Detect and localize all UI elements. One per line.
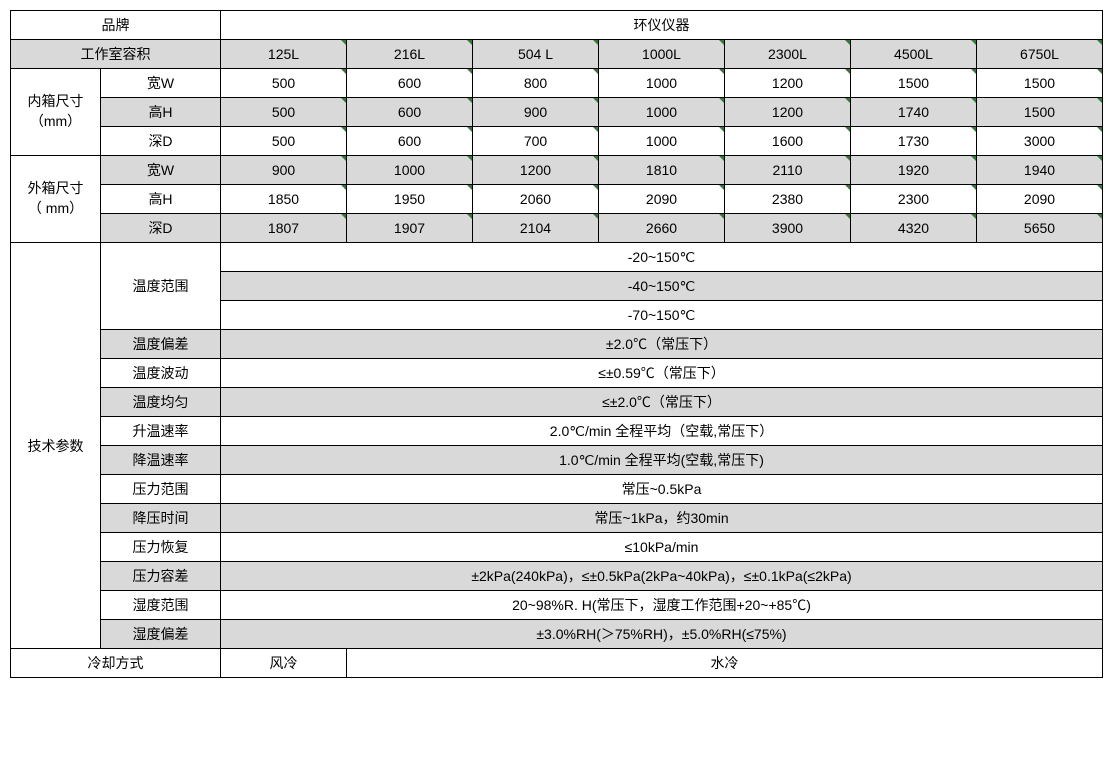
table-cell: 1000 [599, 69, 725, 98]
volume-cell: 216L [347, 40, 473, 69]
volume-cell: 6750L [977, 40, 1103, 69]
spec-row-value: 常压~0.5kPa [221, 475, 1103, 504]
volume-cell: 125L [221, 40, 347, 69]
temp-range-value: -70~150℃ [221, 301, 1103, 330]
table-cell: 1810 [599, 156, 725, 185]
table-cell: 1500 [977, 69, 1103, 98]
spec-row-label: 压力容差 [101, 562, 221, 591]
inner-dim-label: 宽W [101, 69, 221, 98]
table-cell: 1600 [725, 127, 851, 156]
table-cell: 1500 [851, 69, 977, 98]
outer-group-label: 外箱尺寸（ mm） [11, 156, 101, 243]
table-cell: 1000 [599, 98, 725, 127]
outer-dim-label: 深D [101, 214, 221, 243]
spec-row-value: 2.0℃/min 全程平均（空载,常压下） [221, 417, 1103, 446]
spec-row-value: ≤10kPa/min [221, 533, 1103, 562]
table-cell: 500 [221, 98, 347, 127]
table-cell: 1850 [221, 185, 347, 214]
table-cell: 1000 [347, 156, 473, 185]
table-cell: 1920 [851, 156, 977, 185]
table-cell: 1200 [725, 98, 851, 127]
table-cell: 2110 [725, 156, 851, 185]
spec-row-value: ≤±0.59℃（常压下） [221, 359, 1103, 388]
brand-value: 环仪仪器 [221, 11, 1103, 40]
spec-row-value: ±2.0℃（常压下） [221, 330, 1103, 359]
table-cell: 1200 [473, 156, 599, 185]
temp-range-label: 温度范围 [101, 243, 221, 330]
table-cell: 1950 [347, 185, 473, 214]
table-cell: 2660 [599, 214, 725, 243]
spec-row-value: ±2kPa(240kPa)，≤±0.5kPa(2kPa~40kPa)，≤±0.1… [221, 562, 1103, 591]
inner-group-label: 内箱尺寸（mm） [11, 69, 101, 156]
volume-label: 工作室容积 [11, 40, 221, 69]
table-cell: 500 [221, 69, 347, 98]
table-cell: 1740 [851, 98, 977, 127]
spec-row-label: 湿度范围 [101, 591, 221, 620]
inner-dim-label: 深D [101, 127, 221, 156]
outer-dim-label: 宽W [101, 156, 221, 185]
cooling-val1: 风冷 [221, 649, 347, 678]
table-cell: 600 [347, 127, 473, 156]
brand-label: 品牌 [11, 11, 221, 40]
table-cell: 900 [221, 156, 347, 185]
volume-cell: 4500L [851, 40, 977, 69]
volume-cell: 1000L [599, 40, 725, 69]
inner-dim-label: 高H [101, 98, 221, 127]
table-cell: 500 [221, 127, 347, 156]
table-cell: 700 [473, 127, 599, 156]
spec-row-value: 1.0℃/min 全程平均(空载,常压下) [221, 446, 1103, 475]
table-cell: 1730 [851, 127, 977, 156]
table-cell: 4320 [851, 214, 977, 243]
spec-row-label: 湿度偏差 [101, 620, 221, 649]
spec-row-label: 温度波动 [101, 359, 221, 388]
outer-dim-label: 高H [101, 185, 221, 214]
cooling-val2: 水冷 [347, 649, 1103, 678]
table-cell: 2090 [599, 185, 725, 214]
volume-cell: 504 L [473, 40, 599, 69]
specs-group-label: 技术参数 [11, 243, 101, 649]
table-cell: 2300 [851, 185, 977, 214]
spec-row-label: 降温速率 [101, 446, 221, 475]
table-cell: 1000 [599, 127, 725, 156]
spec-row-value: 20~98%R. H(常压下，湿度工作范围+20~+85℃) [221, 591, 1103, 620]
volume-cell: 2300L [725, 40, 851, 69]
spec-row-label: 压力恢复 [101, 533, 221, 562]
cooling-label: 冷却方式 [11, 649, 221, 678]
table-cell: 800 [473, 69, 599, 98]
spec-row-label: 降压时间 [101, 504, 221, 533]
spec-row-value: 常压~1kPa，约30min [221, 504, 1103, 533]
spec-row-value: ≤±2.0℃（常压下） [221, 388, 1103, 417]
table-cell: 600 [347, 98, 473, 127]
table-cell: 3000 [977, 127, 1103, 156]
table-cell: 2104 [473, 214, 599, 243]
table-cell: 1500 [977, 98, 1103, 127]
spec-row-value: ±3.0%RH(＞75%RH)，±5.0%RH(≤75%) [221, 620, 1103, 649]
spec-row-label: 温度均匀 [101, 388, 221, 417]
temp-range-value: -40~150℃ [221, 272, 1103, 301]
table-cell: 1807 [221, 214, 347, 243]
table-cell: 600 [347, 69, 473, 98]
table-cell: 2090 [977, 185, 1103, 214]
table-cell: 900 [473, 98, 599, 127]
table-cell: 3900 [725, 214, 851, 243]
table-cell: 2060 [473, 185, 599, 214]
spec-row-label: 升温速率 [101, 417, 221, 446]
spec-table: 品牌 环仪仪器 工作室容积 125L 216L 504 L 1000L 2300… [10, 10, 1103, 678]
temp-range-value: -20~150℃ [221, 243, 1103, 272]
table-cell: 1907 [347, 214, 473, 243]
spec-row-label: 压力范围 [101, 475, 221, 504]
table-cell: 1200 [725, 69, 851, 98]
spec-row-label: 温度偏差 [101, 330, 221, 359]
table-cell: 2380 [725, 185, 851, 214]
table-cell: 1940 [977, 156, 1103, 185]
table-cell: 5650 [977, 214, 1103, 243]
